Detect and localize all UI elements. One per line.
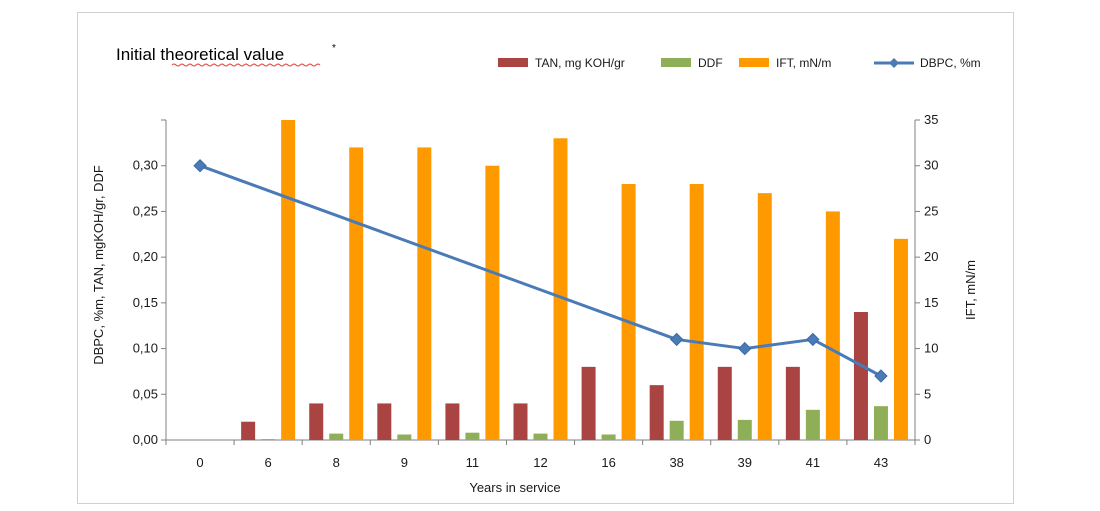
y-right-tick-label: 10	[924, 341, 938, 356]
ddf-bar	[669, 420, 684, 440]
ift-bar	[485, 165, 500, 440]
legend-marker-dbpc	[889, 58, 899, 68]
chart-frame: Initial theoretical value * TAN, mg KOH/…	[77, 12, 1014, 504]
tan-bar	[649, 385, 664, 440]
x-tick-label: 8	[333, 455, 340, 470]
bars	[241, 120, 908, 440]
y-right-tick-label: 25	[924, 203, 938, 218]
y-tick-label: 0,25	[133, 203, 158, 218]
y-right-tick-label: 20	[924, 249, 938, 264]
legend-label-tan: TAN, mg KOH/gr	[535, 56, 625, 70]
ift-bar	[417, 147, 432, 440]
x-tick-label: 43	[874, 455, 888, 470]
tan-bar	[377, 403, 392, 440]
tan-bar	[581, 366, 596, 440]
axes: 0,00 0,05 0,10 0,15 0,20 0,25 0,30 0 5 10 15 20 25 30…	[133, 112, 939, 470]
ift-bar	[281, 120, 296, 440]
ddf-bar	[261, 439, 276, 440]
dbpc-line	[199, 164, 882, 378]
ift-bar	[349, 147, 364, 440]
y-tick-label: 0,15	[133, 295, 158, 310]
dbpc-point	[874, 369, 888, 383]
dbpc-point	[738, 341, 752, 356]
x-tick-label: 9	[401, 455, 408, 470]
x-tick-label: 16	[601, 455, 615, 470]
y-tick-label: 0,05	[133, 386, 158, 401]
ddf-bar	[533, 433, 548, 440]
y-tick-label: 0,00	[133, 432, 158, 447]
ift-bar	[825, 211, 840, 440]
ddf-bar	[465, 432, 480, 440]
ddf-bar	[805, 409, 820, 440]
y-tick-label: 0,20	[133, 249, 158, 264]
x-tick-label: 41	[806, 455, 820, 470]
ddf-bar	[601, 434, 616, 440]
y-tick-label: 0,10	[133, 341, 158, 356]
ddf-bar	[873, 406, 888, 440]
x-tick-label: 38	[669, 455, 683, 470]
ddf-bar	[737, 419, 752, 440]
tan-bar	[241, 421, 256, 440]
y-right-tick-label: 30	[924, 158, 938, 173]
legend-label-ift: IFT, mN/m	[776, 56, 831, 70]
x-tick-label: 39	[738, 455, 752, 470]
ift-bar	[621, 184, 636, 440]
tan-bar	[853, 312, 868, 440]
chart-title: Initial theoretical value	[116, 45, 284, 64]
y-tick-label: 0,30	[133, 158, 158, 173]
ift-bar	[553, 138, 568, 440]
dbpc-point	[669, 332, 684, 347]
tan-bar	[717, 366, 732, 440]
x-tick-label: 0	[196, 455, 203, 470]
ddf-bar	[397, 434, 412, 440]
spellcheck-underline	[171, 63, 321, 67]
chart-title-superscript: *	[332, 43, 336, 54]
y-axis-title: DBPC, %m, TAN, mgKOH/gr, DDF	[91, 165, 106, 365]
chart-svg: Initial theoretical value * TAN, mg KOH/…	[91, 43, 981, 495]
y-axis-right-title: IFT, mN/m	[963, 260, 978, 320]
legend: TAN, mg KOH/gr DDF IFT, mN/m DBPC, %m	[498, 56, 981, 70]
ddf-bar	[329, 433, 344, 440]
legend-swatch-ddf	[661, 58, 691, 67]
legend-swatch-ift	[739, 58, 769, 67]
y-right-tick-label: 35	[924, 112, 938, 127]
ift-bar	[893, 238, 908, 440]
dbpc-point	[806, 332, 820, 347]
tan-bar	[445, 403, 460, 440]
x-tick-label: 12	[533, 455, 547, 470]
chart-title-group: Initial theoretical value *	[116, 43, 336, 67]
y-right-tick-label: 5	[924, 386, 931, 401]
y-right-tick-label: 15	[924, 295, 938, 310]
x-axis-title: Years in service	[469, 480, 560, 495]
tan-bar	[513, 403, 528, 440]
tan-bar	[785, 366, 800, 440]
ift-bar	[689, 184, 704, 440]
dbpc-point	[193, 159, 207, 173]
y-right-tick-label: 0	[924, 432, 931, 447]
legend-label-ddf: DDF	[698, 56, 723, 70]
dbpc-line-layer	[193, 159, 888, 383]
x-tick-label: 6	[265, 455, 272, 470]
legend-label-dbpc: DBPC, %m	[920, 56, 981, 70]
ift-bar	[757, 193, 772, 440]
legend-swatch-tan	[498, 58, 528, 67]
tan-bar	[309, 403, 324, 440]
x-tick-label: 11	[466, 455, 480, 470]
